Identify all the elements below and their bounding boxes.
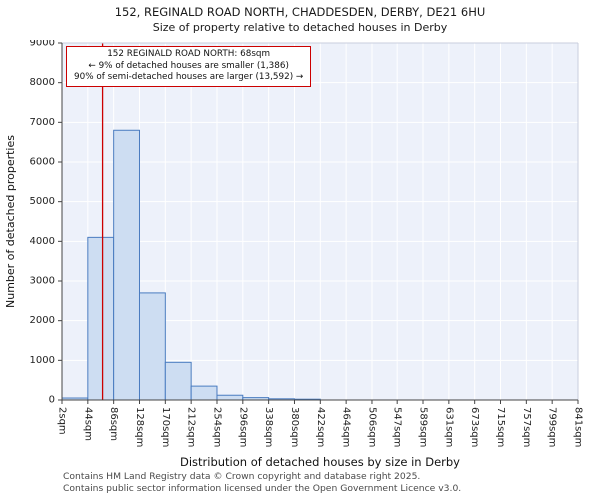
y-axis-label: Number of detached properties — [4, 135, 17, 308]
x-tick-label: 631sqm — [443, 407, 454, 447]
histogram-bar — [216, 394, 244, 401]
x-tick-label: 673sqm — [469, 407, 480, 447]
y-tick-label: 4000 — [30, 236, 55, 247]
x-tick-label: 799sqm — [547, 407, 558, 447]
histogram-bar — [164, 361, 192, 401]
histogram-svg: 0 1000 2000 3000 4000 5000 6000 7000 8000 9000 2sq… — [4, 40, 584, 469]
x-tick-label: 128sqm — [134, 407, 145, 447]
y-tick-label: 8000 — [30, 77, 55, 88]
annotation-smaller-stat: ← 9% of detached houses are smaller (1,3… — [88, 60, 289, 71]
annotation-larger-stat: 90% of semi-detached houses are larger (… — [74, 72, 304, 83]
y-tick-label: 0 — [49, 395, 55, 406]
x-tick-label: 170sqm — [160, 407, 171, 447]
x-tick-label: 547sqm — [392, 407, 403, 447]
x-tick-label: 464sqm — [341, 407, 352, 447]
x-tick-label: 380sqm — [289, 407, 300, 447]
annotation-property-size: 152 REGINALD ROAD NORTH: 68sqm — [107, 49, 271, 59]
x-tick-label: 715sqm — [495, 407, 506, 447]
x-tick-label: 212sqm — [186, 407, 197, 447]
y-tick-label: 1000 — [30, 355, 55, 366]
x-tick-label: 338sqm — [263, 407, 274, 447]
annotation-box: 152 REGINALD ROAD NORTH: 68sqm ← 9% of d… — [66, 46, 312, 87]
x-axis-label: Distribution of detached houses by size … — [180, 455, 460, 469]
y-tick-label: 6000 — [30, 157, 55, 168]
x-tick-label: 506sqm — [366, 407, 377, 447]
histogram-bar — [87, 236, 115, 401]
x-tick-label: 589sqm — [418, 407, 429, 447]
x-tick-label: 86sqm — [108, 407, 119, 441]
x-tick-label: 2sqm — [57, 407, 68, 435]
y-tick-label: 2000 — [30, 315, 55, 326]
footer-attribution-line1: Contains HM Land Registry data © Crown c… — [63, 471, 421, 482]
x-tick-label: 44sqm — [82, 407, 93, 441]
y-tick-label: 3000 — [30, 276, 55, 287]
page-subtitle: Size of property relative to detached ho… — [152, 21, 448, 34]
y-tick-label: 7000 — [30, 117, 55, 128]
histogram-bar — [138, 292, 166, 401]
x-tick-label: 422sqm — [315, 407, 326, 447]
page-title: 152, REGINALD ROAD NORTH, CHADDESDEN, DE… — [114, 5, 486, 19]
x-tick-label: 841sqm — [573, 407, 584, 447]
x-tick-label: 757sqm — [521, 407, 532, 447]
footer-attribution-line2: Contains public sector information licen… — [63, 482, 462, 494]
footer: Contains HM Land Registry data © Crown c… — [63, 471, 461, 494]
histogram-bar — [113, 129, 140, 401]
x-tick-label: 296sqm — [237, 407, 248, 447]
x-tick-label: 254sqm — [211, 407, 222, 447]
y-tick-label: 9000 — [30, 40, 55, 49]
y-tick-label: 5000 — [30, 196, 55, 207]
histogram-bar — [190, 385, 218, 401]
